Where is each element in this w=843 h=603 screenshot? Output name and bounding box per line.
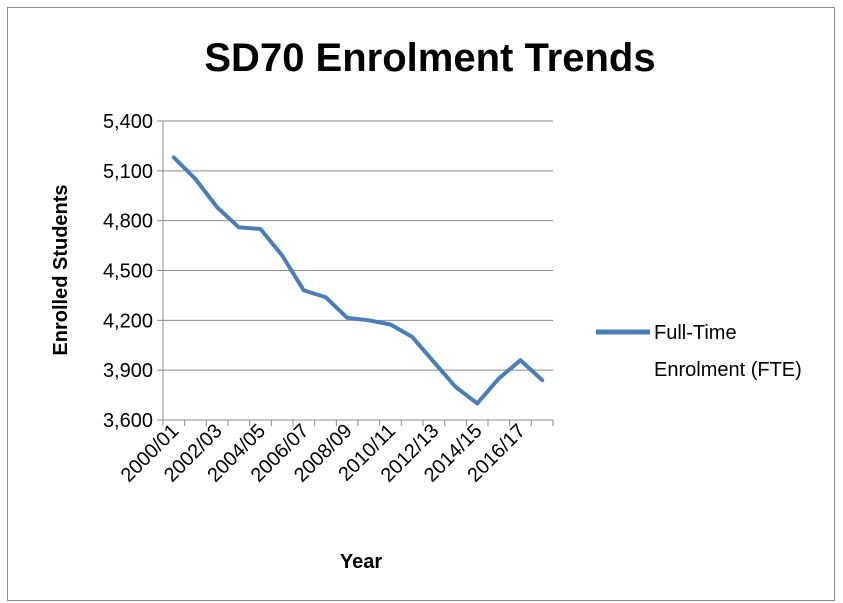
data-point bbox=[346, 317, 348, 319]
y-tick-label: 4,200 bbox=[103, 310, 153, 332]
y-tick-label: 3,600 bbox=[103, 410, 153, 432]
chart-title: SD70 Enrolment Trends bbox=[204, 36, 656, 80]
data-point bbox=[173, 157, 175, 159]
data-point bbox=[476, 402, 478, 404]
data-point bbox=[303, 289, 305, 291]
legend: Full-Time Enrolment (FTE) bbox=[596, 322, 802, 381]
data-point bbox=[195, 178, 196, 180]
y-tick-label: 4,800 bbox=[103, 211, 153, 233]
legend-label-line-2: Enrolment (FTE) bbox=[654, 359, 802, 381]
data-point bbox=[520, 359, 521, 361]
data-point bbox=[455, 386, 456, 388]
y-tick-label: 5,100 bbox=[103, 161, 153, 183]
y-tick-label: 4,500 bbox=[103, 261, 153, 283]
data-point bbox=[498, 377, 500, 379]
y-tick-label: 3,900 bbox=[103, 360, 153, 382]
data-point bbox=[541, 379, 543, 381]
data-point bbox=[390, 323, 391, 325]
x-axis-title: Year bbox=[340, 551, 382, 573]
data-point bbox=[238, 226, 240, 228]
chart-area bbox=[7, 7, 835, 601]
data-point bbox=[433, 361, 435, 363]
y-axis-title: Enrolled Students bbox=[50, 184, 72, 355]
data-point bbox=[260, 228, 261, 230]
series-line-fte bbox=[171, 155, 545, 406]
legend-label-line-1: Full-Time bbox=[654, 322, 737, 344]
data-point bbox=[216, 206, 218, 208]
y-tick-label: 5,400 bbox=[103, 111, 153, 133]
data-point bbox=[325, 296, 326, 298]
data-point bbox=[411, 336, 413, 338]
data-point bbox=[368, 319, 370, 321]
data-point bbox=[281, 255, 283, 257]
